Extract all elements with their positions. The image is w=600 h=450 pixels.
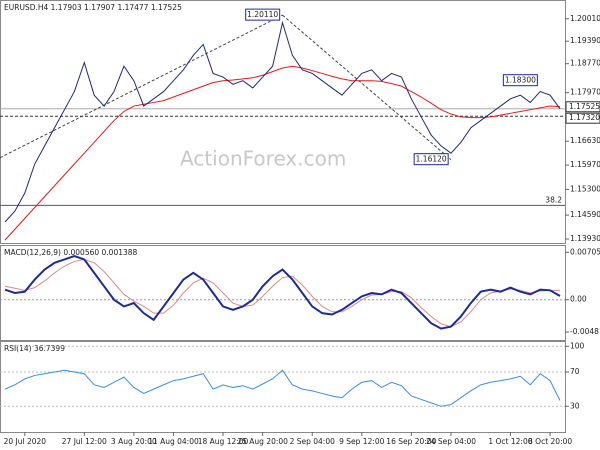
watermark: ActionForex.com [180,147,346,171]
annotation-box [245,8,281,21]
x-tick-label: 27 Jul 12:00 [62,437,107,446]
x-tick-label: 3 Aug 20:00 [111,437,157,446]
trend-line [0,14,283,159]
x-tick-label: 25 Aug 20:00 [237,437,288,446]
y-tick-label: 1.19390 [570,36,600,45]
trend-line [282,14,452,161]
annotation-box [502,74,538,87]
x-tick-label: 16 Sep 20:00 [386,437,436,446]
x-tick-label: 2 Sep 04:00 [290,437,336,446]
x-tick-label: 20 Jul 2020 [4,437,47,446]
y-tick-label: 1.15300 [570,184,600,193]
series-line [4,369,561,407]
y-tick-label: 1.20010 [570,14,600,23]
y-tick-label: 1.16630 [570,136,600,145]
y-tick-label: 30 [570,401,580,410]
rsi-panel [0,341,566,433]
rsi-title: RSI(14) 36.7399 [4,344,65,353]
y-tick-label: -0.004818 [570,327,600,336]
annotation-box [413,153,449,166]
y-tick-label: 1.13930 [570,234,600,243]
annotation: 1.18300 [505,76,536,85]
price-label: 1.17320 [569,113,600,122]
y-tick-label: 100 [570,341,585,350]
series-line [4,255,561,330]
y-tick-label: 1.17970 [570,88,600,97]
price-label-box [565,112,600,124]
price-title: EURUSD.H4 1.17903 1.17907 1.17477 1.1752… [4,3,182,12]
x-tick-label: 9 Sep 12:00 [339,437,385,446]
x-tick-label: 24 Sep 04:00 [426,437,476,446]
series-line [4,20,561,223]
y-tick-label: 1.15970 [570,160,600,169]
price-label: 1.17525 [569,102,600,111]
y-tick-label: 1.14590 [570,210,600,219]
x-tick-label: 1 Oct 12:00 [488,437,532,446]
x-tick-label: 8 Oct 20:00 [528,437,572,446]
x-tick-label: 18 Aug 12:00 [198,437,249,446]
y-tick-label: 0.00 [570,295,587,304]
x-tick-label: 11 Aug 04:00 [148,437,199,446]
macd-title: MACD(12,26,9) 0.000560 0.001388 [4,248,138,257]
fib-label: 38.2 [545,195,562,204]
series-line [4,65,561,241]
macd-panel [0,245,566,341]
y-tick-label: 0.007057 [570,247,600,256]
y-tick-label: 1.18770 [570,59,600,68]
annotation: 1.16120 [416,155,447,164]
series-line [4,258,561,328]
annotation: 1.20110 [247,10,278,19]
price-label-box [565,101,600,113]
y-tick-label: 70 [570,367,580,376]
